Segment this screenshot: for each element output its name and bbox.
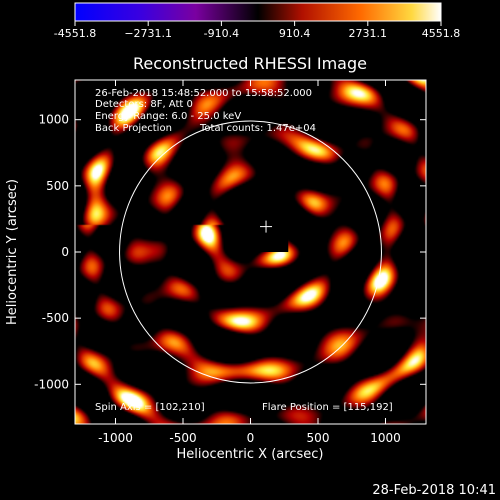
y-tick-labels: -1000 -500 0 500 1000 bbox=[34, 113, 69, 392]
detectors-annotation: Detectors: 8F, Att 0 bbox=[95, 99, 193, 110]
y-tick-label: -1000 bbox=[34, 377, 69, 391]
x-tick-labels: -1000 -500 0 500 1000 bbox=[98, 431, 401, 445]
colorbar-tick-label: 2731.1 bbox=[349, 27, 388, 40]
colorbar bbox=[74, 2, 442, 22]
colorbar-tick-label: -4551.8 bbox=[54, 27, 96, 40]
energy-annotation: Energy Range: 6.0 - 25.0 keV bbox=[95, 111, 241, 122]
chart-title: Reconstructed RHESSI Image bbox=[133, 54, 367, 73]
flare-position-annotation: Flare Position = [115,192] bbox=[262, 402, 393, 413]
counts-annotation: Total counts: 1.47e+04 bbox=[199, 123, 316, 134]
time-range-annotation: 26-Feb-2018 15:48:52.000 to 15:58:52.000 bbox=[95, 88, 312, 99]
colorbar-ticks bbox=[74, 21, 442, 26]
axis-ticks bbox=[75, 80, 426, 424]
flare-position-marker bbox=[260, 220, 273, 233]
colorbar-tick-label: 4551.8 bbox=[422, 27, 461, 40]
method-annotation: Back Projection bbox=[95, 123, 172, 134]
colorbar-tick-label: −2731.1 bbox=[124, 27, 172, 40]
x-tick-label: -500 bbox=[169, 431, 196, 445]
x-tick-label: 500 bbox=[307, 431, 330, 445]
colorbar-labels: -4551.8 −2731.1 -910.4 910.4 2731.1 4551.8 bbox=[54, 27, 460, 40]
y-tick-label: 500 bbox=[46, 179, 69, 193]
y-axis-label: Heliocentric Y (arcsec) bbox=[5, 179, 20, 325]
colorbar-tick-label: 910.4 bbox=[279, 27, 311, 40]
y-tick-label: 1000 bbox=[38, 113, 69, 127]
solar-limb-circle bbox=[119, 120, 382, 384]
x-tick-label: -1000 bbox=[98, 431, 133, 445]
y-tick-label: 0 bbox=[61, 245, 69, 259]
x-tick-label: 1000 bbox=[370, 431, 401, 445]
blank-region bbox=[241, 195, 289, 252]
spin-axis-annotation: Spin Axis = [102,210] bbox=[95, 402, 205, 413]
colorbar-tick-label: -910.4 bbox=[204, 27, 239, 40]
x-axis-label: Heliocentric X (arcsec) bbox=[177, 447, 324, 462]
x-tick-label: 0 bbox=[247, 431, 255, 445]
y-tick-label: -500 bbox=[42, 311, 69, 325]
footer-date: 28-Feb-2018 10:41 bbox=[372, 483, 496, 498]
